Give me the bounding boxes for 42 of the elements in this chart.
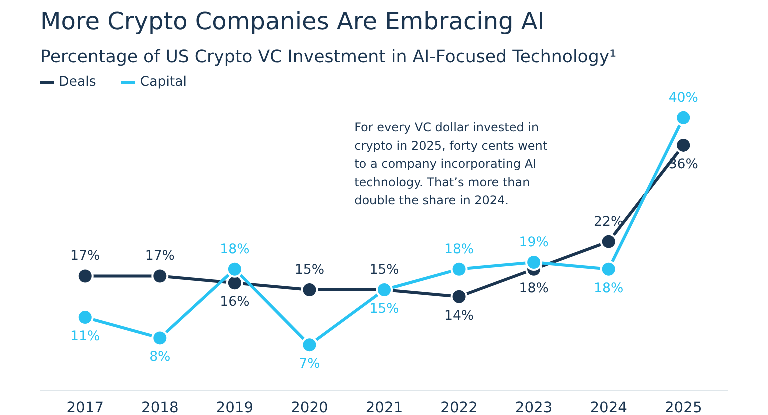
data-label: 7% <box>299 357 320 372</box>
point <box>152 268 169 285</box>
x-tick-label: 2020 <box>291 400 328 415</box>
data-label: 18% <box>519 281 549 296</box>
data-label: 18% <box>444 242 474 258</box>
x-tick-label: 2017 <box>66 400 104 415</box>
point <box>226 260 244 278</box>
point <box>600 233 618 250</box>
x-tick-label: 2023 <box>515 400 553 415</box>
data-label: 15% <box>294 263 325 278</box>
x-tick-label: 2022 <box>440 400 478 415</box>
data-label: 18% <box>594 281 624 296</box>
data-label: 15% <box>370 263 400 278</box>
legend-label: Capital <box>140 74 188 90</box>
data-label: 14% <box>444 308 474 324</box>
data-label: 18% <box>220 242 250 258</box>
point <box>675 109 692 126</box>
point <box>152 330 169 347</box>
point <box>450 288 468 306</box>
point <box>76 268 94 285</box>
annotation: For every VC dollar invested in crypto in 2025, forty cents went to a company incorporating AI technology. That’s more than double the share in 2024. <box>354 120 548 208</box>
data-label: 19% <box>519 235 549 250</box>
data-label: 15% <box>370 302 400 318</box>
chart-subtitle: Percentage of US Crypto VC Investment in AI-Focused Technology¹ <box>40 48 617 68</box>
x-tick-label: 2024 <box>590 400 628 415</box>
data-label: 8% <box>150 350 171 366</box>
data-label: 16% <box>220 295 250 310</box>
data-label: 11% <box>70 330 100 345</box>
data-label: 36% <box>668 157 698 172</box>
legend-label: Deals <box>59 74 96 90</box>
point <box>600 260 618 278</box>
data-label: 40% <box>668 90 698 106</box>
x-tick-label: 2018 <box>142 400 179 415</box>
data-label: 17% <box>145 249 175 264</box>
point <box>301 336 318 354</box>
chart-title: More Crypto Companies Are Embracing AI <box>40 8 545 36</box>
point <box>301 282 318 298</box>
x-tick-label: 2019 <box>216 400 254 415</box>
x-tick-label: 2025 <box>664 400 702 415</box>
data-label: 17% <box>70 249 100 264</box>
point <box>450 260 468 278</box>
x-tick-label: 2021 <box>366 400 404 415</box>
